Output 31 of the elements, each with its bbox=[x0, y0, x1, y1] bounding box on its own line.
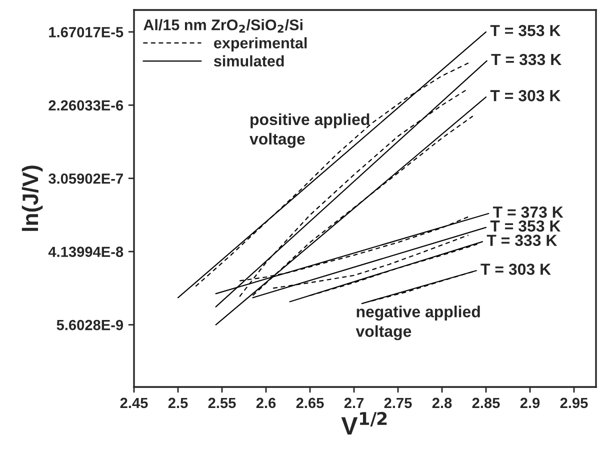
annotation: T = 353 K bbox=[490, 220, 561, 232]
annotation: negative applied voltage bbox=[356, 306, 480, 340]
y-tick-label: 3.05902E-7 bbox=[48, 173, 123, 184]
x-tick-label: 2.65 bbox=[296, 398, 324, 408]
annotation: positive applied voltage bbox=[250, 113, 370, 148]
x-tick-label: 2.55 bbox=[208, 398, 236, 408]
y-tick-label: 2.26033E-6 bbox=[48, 100, 124, 111]
legend-title: Al/15 nm ZrO$_{2}$/SiO$_{2}$/Si bbox=[144, 19, 302, 33]
annotation: T = 303 K bbox=[480, 264, 551, 275]
y-tick-label: 4.13994E-8 bbox=[48, 246, 124, 258]
x-tick-label: 2.9 bbox=[520, 398, 540, 408]
annotation: T = 333 K bbox=[486, 234, 558, 246]
y-tick-label: 5.6028E-9 bbox=[56, 320, 124, 330]
x-tick-label: 2.5 bbox=[168, 398, 188, 408]
x-axis-title: V$^{1/2}$ bbox=[341, 412, 387, 434]
legend-label: simulated bbox=[214, 55, 284, 67]
line-series bbox=[272, 234, 469, 289]
y-axis-title: ln(J/V) bbox=[22, 166, 43, 231]
y-tick-label: 1.67017E-5 bbox=[49, 27, 124, 38]
x-tick-label: 2.8 bbox=[432, 398, 452, 408]
x-tick-label: 2.7 bbox=[344, 398, 364, 408]
annotation: T = 353 K bbox=[490, 24, 561, 36]
x-tick-label: 2.75 bbox=[384, 398, 412, 408]
x-tick-label: 2.6 bbox=[256, 398, 276, 408]
x-tick-label: 2.85 bbox=[472, 398, 500, 408]
legend-label: experimental bbox=[214, 37, 307, 52]
annotation: T = 373 K bbox=[492, 206, 564, 218]
annotation: T = 303 K bbox=[490, 90, 561, 102]
x-tick-label: 2.95 bbox=[560, 398, 588, 408]
x-tick-label: 2.45 bbox=[120, 398, 148, 408]
annotation: T = 333 K bbox=[491, 54, 562, 66]
